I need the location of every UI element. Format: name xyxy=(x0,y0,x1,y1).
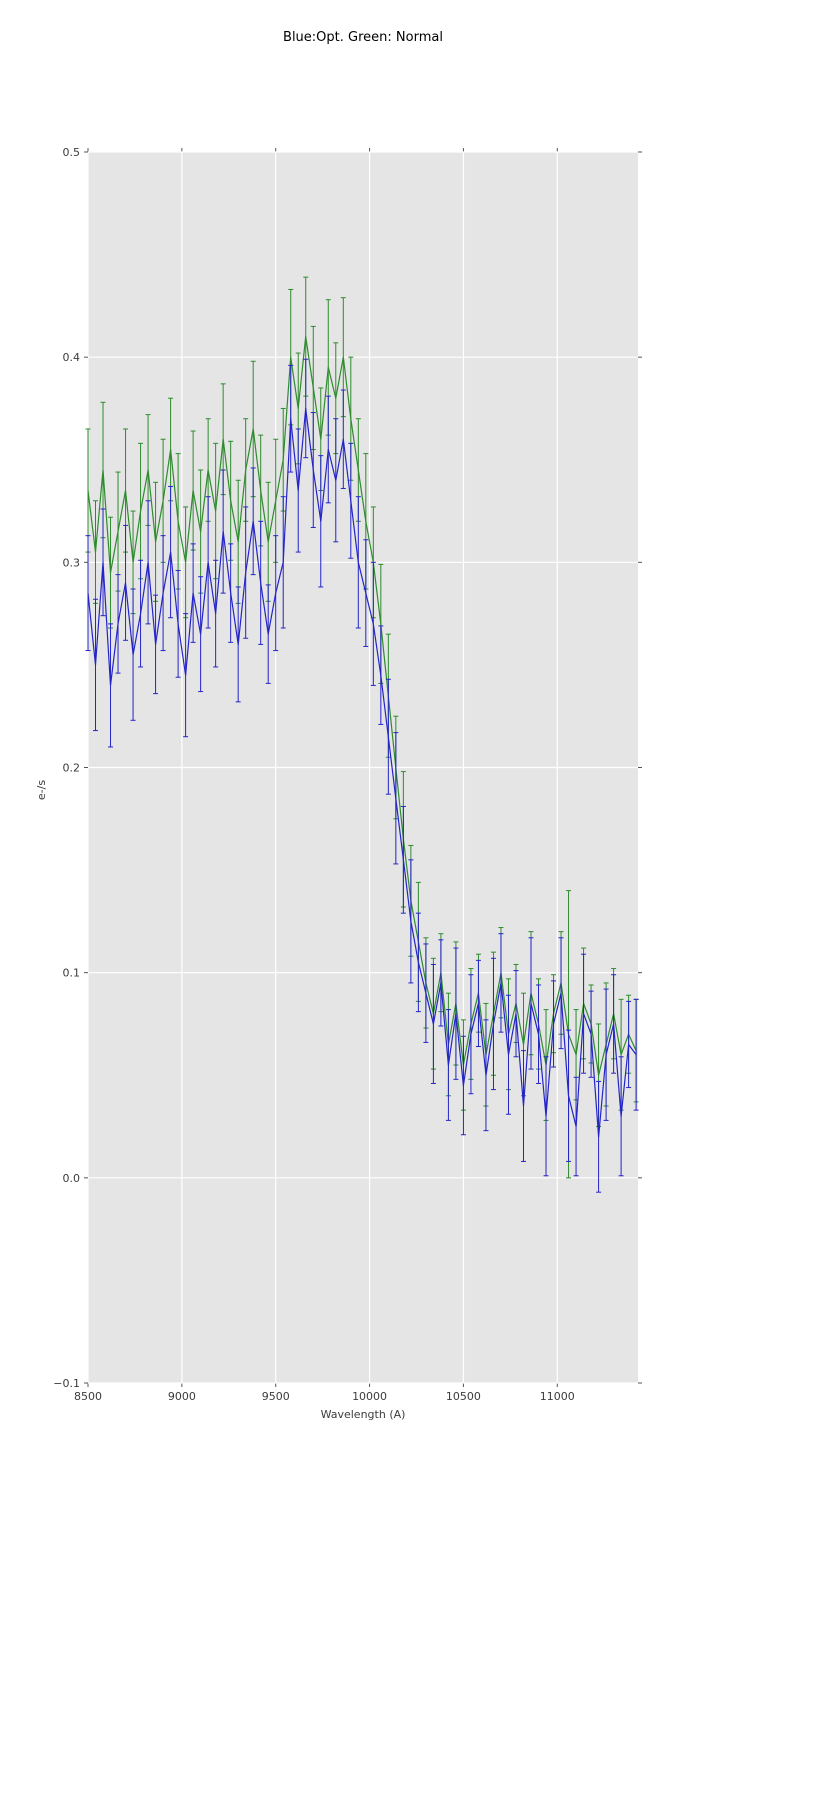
x-tick-label: 9500 xyxy=(262,1390,290,1403)
x-tick-label: 10500 xyxy=(446,1390,481,1403)
y-tick-label: 0.1 xyxy=(63,967,81,980)
x-tick-label: 11000 xyxy=(540,1390,575,1403)
y-tick-label: 0.4 xyxy=(63,351,81,364)
x-tick-label: 8500 xyxy=(74,1390,102,1403)
data-line-opt xyxy=(87,407,637,1138)
x-tick-label: 10000 xyxy=(352,1390,387,1403)
chart-title: Blue:Opt. Green: Normal xyxy=(283,30,443,45)
y-tick-label: 0.5 xyxy=(63,146,81,159)
y-tick-label: 0.0 xyxy=(63,1172,81,1185)
y-tick-label: 0.3 xyxy=(63,556,81,569)
y-axis-label: e-/s xyxy=(35,780,48,800)
data-line-normal xyxy=(87,336,637,1076)
x-tick-label: 9000 xyxy=(168,1390,196,1403)
y-tick-label: −0.1 xyxy=(53,1377,80,1390)
y-tick-label: 0.2 xyxy=(63,762,81,775)
x-axis-label: Wavelength (A) xyxy=(321,1408,406,1421)
